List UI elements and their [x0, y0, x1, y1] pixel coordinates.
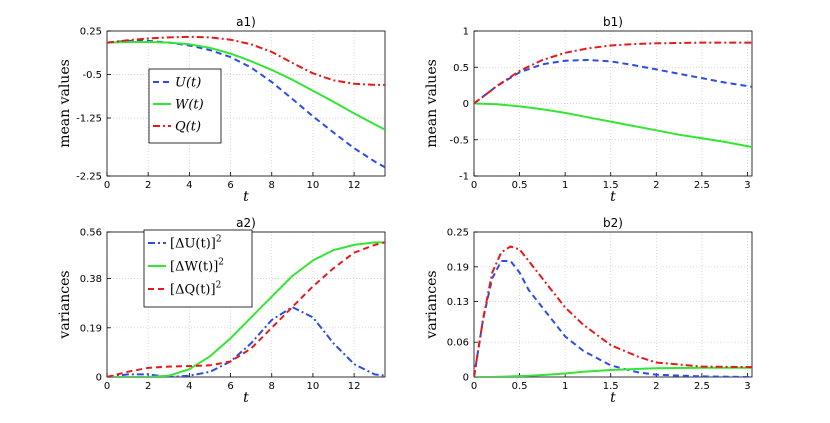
- series-line: [474, 102, 752, 148]
- x-tick-label: 10: [307, 381, 320, 392]
- legend-label: U(t): [175, 76, 201, 91]
- series-line: [107, 35, 385, 86]
- series-line: [474, 59, 752, 105]
- series-line: [107, 306, 385, 377]
- legend: U(t) W(t) Q(t): [148, 68, 222, 144]
- x-tick-label: 8: [269, 180, 275, 191]
- x-axis-label: t: [610, 390, 616, 406]
- y-tick-label: 0.25: [80, 27, 102, 38]
- series-line: [107, 241, 385, 377]
- series-line: [474, 366, 752, 377]
- y-axis-label: variances: [57, 270, 73, 339]
- series-line: [107, 39, 385, 169]
- x-tick-label: 0: [104, 381, 110, 392]
- y-tick-label: 0.25: [447, 228, 469, 239]
- x-tick-label: 0: [104, 180, 110, 191]
- x-tick-label: 4: [186, 180, 192, 191]
- y-tick-label: 0.13: [447, 297, 469, 308]
- chart-title: b1): [603, 15, 623, 29]
- y-tick-label: 0.38: [80, 274, 102, 285]
- legend-label: W(t): [175, 98, 204, 113]
- x-tick-label: 2: [145, 180, 151, 191]
- series-line: [474, 260, 752, 377]
- x-tick-label: 1: [562, 381, 568, 392]
- legend-label: Q(t): [175, 120, 201, 135]
- x-tick-label: 0: [471, 180, 477, 191]
- y-tick-label: -2.25: [76, 172, 102, 183]
- chart-a1: 0 2 4 6 8 10 12 -2.25 -1.25 -0.5 0.25 a1) t mean valu…: [57, 15, 386, 205]
- x-axis-label: t: [243, 189, 249, 205]
- y-tick-label: 0.56: [80, 228, 102, 239]
- series-line: [474, 245, 752, 377]
- y-tick-label: 0: [96, 373, 102, 384]
- chart-a2: 0 2 4 6 8 10 12 0 0.19 0.38 0.56 a2) t variances [ΔU(t…: [57, 216, 386, 406]
- y-axis-label: mean values: [57, 59, 73, 148]
- chart-title: a2): [236, 216, 256, 230]
- y-axis-label: mean values: [424, 59, 440, 148]
- x-tick-label: 12: [348, 381, 361, 392]
- chart-b1: 0 0.5 1 1.5 2 2.5 3 -1 -0.5 0 0.5 1 b1) t mean values: [424, 15, 753, 205]
- x-tick-label: 10: [307, 180, 320, 191]
- x-tick-label: 4: [186, 381, 192, 392]
- x-tick-label: 2.5: [694, 381, 710, 392]
- plot-frame: [106, 30, 386, 177]
- chart-title: a1): [236, 15, 256, 29]
- x-axis-label: t: [243, 390, 249, 406]
- legend-label: [ΔW(t)]2: [170, 258, 224, 275]
- plot-frame: [473, 231, 753, 378]
- legend-label: [ΔQ(t)]2: [170, 281, 221, 298]
- x-axis-label: t: [610, 189, 616, 205]
- x-tick-label: 0.5: [512, 180, 528, 191]
- x-tick-label: 1: [562, 180, 568, 191]
- series-line: [107, 241, 385, 377]
- legend-box: [143, 229, 253, 308]
- chart-title: b2): [603, 216, 623, 230]
- y-tick-label: 0.5: [453, 63, 469, 74]
- x-tick-label: 6: [227, 381, 233, 392]
- y-tick-label: 0: [463, 373, 469, 384]
- y-tick-label: 0.19: [447, 262, 469, 273]
- y-tick-label: -1: [459, 172, 469, 183]
- x-tick-label: 2.5: [694, 180, 710, 191]
- legend-label: [ΔU(t)]2: [170, 235, 222, 252]
- y-tick-label: 1: [463, 27, 469, 38]
- series-line: [474, 41, 752, 105]
- x-tick-label: 0.5: [512, 381, 528, 392]
- y-tick-label: -0.5: [82, 70, 102, 81]
- x-tick-label: 2: [653, 180, 659, 191]
- y-axis-label: variances: [424, 270, 440, 339]
- x-tick-label: 1.5: [603, 180, 619, 191]
- x-tick-label: 3: [744, 381, 750, 392]
- x-tick-label: 2: [653, 381, 659, 392]
- legend-box: [148, 68, 222, 144]
- series-line: [107, 41, 385, 131]
- x-tick-label: 12: [348, 180, 361, 191]
- x-tick-label: 0: [471, 381, 477, 392]
- chart-b2: 0 0.5 1 1.5 2 2.5 3 0 0.06 0.13 0.19 0.25 b2) t varian…: [424, 216, 753, 406]
- y-tick-label: 0: [463, 99, 469, 110]
- y-tick-label: 0.06: [447, 338, 469, 349]
- x-tick-label: 1.5: [603, 381, 619, 392]
- y-tick-label: -1.25: [76, 114, 102, 125]
- x-tick-label: 6: [227, 180, 233, 191]
- legend: [ΔU(t)]2 [ΔW(t)]2 [ΔQ(t)]2: [143, 229, 253, 308]
- x-tick-label: 2: [145, 381, 151, 392]
- x-tick-label: 3: [744, 180, 750, 191]
- y-tick-label: -0.5: [449, 135, 469, 146]
- x-tick-label: 8: [269, 381, 275, 392]
- y-tick-label: 0.19: [80, 323, 102, 334]
